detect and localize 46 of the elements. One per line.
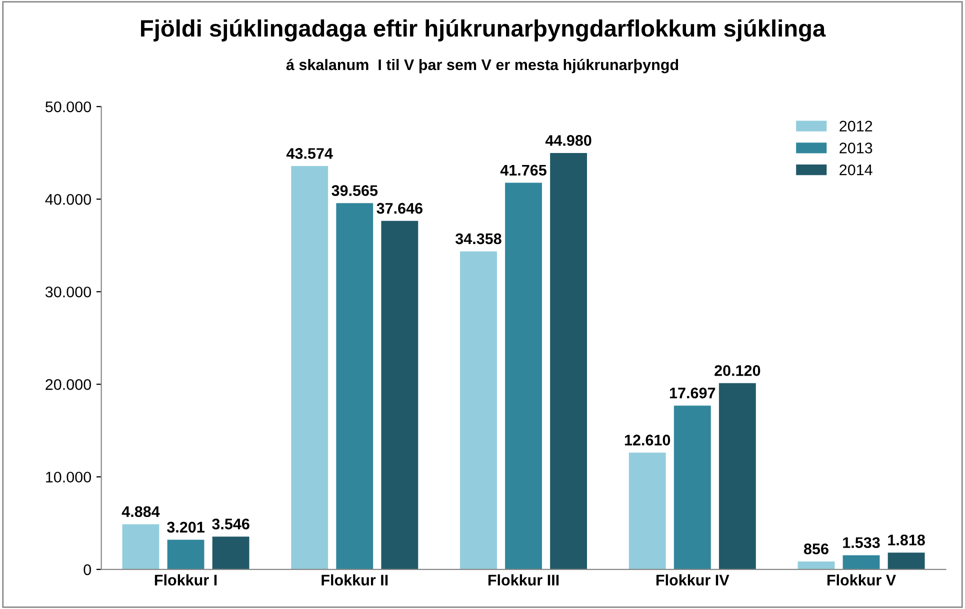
data-label: 3.201 [167, 522, 204, 533]
bar [460, 251, 497, 570]
data-label: 37.646 [376, 202, 422, 214]
legend-label: 2013 [840, 142, 872, 154]
x-tick-label: Flokkur IV [656, 574, 730, 586]
y-tick-label: 40.000 [45, 194, 92, 205]
data-label: 43.574 [286, 148, 333, 159]
bar [381, 220, 418, 570]
bar [212, 536, 250, 570]
data-label: 41.765 [500, 164, 546, 176]
legend-label: 2014 [840, 164, 872, 176]
data-label: 34.358 [455, 233, 502, 244]
bar [291, 166, 328, 570]
data-label: 3.546 [212, 518, 250, 530]
x-tick-label: Flokkur II [322, 574, 388, 586]
bar [550, 153, 588, 570]
bar [718, 383, 756, 570]
bar [167, 540, 204, 570]
data-label: 39.565 [332, 185, 378, 196]
data-label: 4.884 [122, 506, 160, 518]
bar [122, 524, 160, 570]
x-tick-label: Flokkur III [488, 574, 559, 586]
bar [888, 552, 925, 570]
y-tick-label: 30.000 [45, 286, 92, 298]
chart-title: Fjöldi sjúklingadaga eftir hjúkrunarþyngdarflokkum sjúklinga [141, 19, 826, 42]
data-label: 856 [804, 543, 828, 554]
data-label: 12.610 [624, 434, 670, 446]
bar [628, 452, 666, 570]
bar [674, 406, 711, 570]
x-tick-label: Flokkur V [827, 574, 896, 586]
bar [336, 203, 374, 570]
data-label: 1.818 [888, 534, 925, 546]
y-tick-label: 20.000 [46, 379, 92, 390]
x-tick-label: Flokkur I [154, 574, 217, 586]
bar [505, 182, 542, 570]
y-tick-label: 0 [84, 564, 92, 576]
y-tick-label: 10.000 [46, 472, 92, 483]
legend-label: 2012 [840, 120, 872, 132]
data-label: 1.533 [843, 537, 880, 548]
bar [842, 555, 880, 570]
data-label: 44.980 [545, 135, 592, 146]
data-label: 17.697 [670, 388, 716, 398]
y-tick-label: 50.000 [45, 101, 92, 112]
chart-subtitle: á skalanum I til V þar sem V er mesta hjúkrunarþyngd [286, 58, 678, 74]
bar [798, 561, 835, 570]
data-label: 20.120 [714, 365, 760, 376]
